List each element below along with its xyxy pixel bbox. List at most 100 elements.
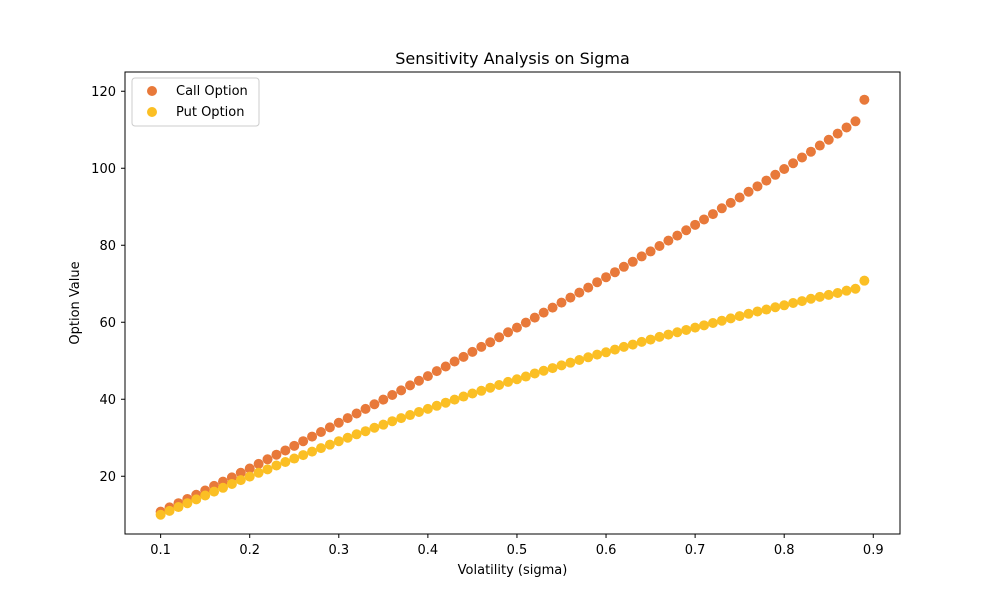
put-option-point: [503, 376, 514, 387]
call-option-point: [494, 332, 505, 343]
put-option-point: [574, 354, 585, 365]
call-option-point: [645, 246, 656, 257]
put-option-point: [672, 327, 683, 338]
call-option-point: [841, 122, 852, 133]
call-option-point: [618, 261, 629, 272]
call-option-point: [752, 181, 763, 192]
plot-area: [124, 71, 901, 535]
put-option-point: [378, 419, 389, 430]
call-option-point: [690, 219, 701, 230]
call-option-point: [672, 230, 683, 241]
x-tick-label: 0.4: [418, 543, 439, 558]
put-option-point: [681, 324, 692, 335]
put-option-point: [289, 453, 300, 464]
y-axis: 20 40 60 80 100 120: [91, 85, 125, 485]
call-option-point: [859, 94, 870, 105]
legend-marker-call-option: [147, 86, 157, 96]
put-option-point: [761, 304, 772, 315]
y-axis-label: Option Value: [68, 261, 83, 344]
put-option-point: [583, 352, 594, 363]
call-option-point: [520, 317, 531, 328]
put-option-point: [262, 464, 273, 475]
put-option-point: [298, 450, 309, 461]
x-tick-label: 0.1: [150, 543, 171, 558]
call-option-point: [387, 390, 398, 401]
put-option-point: [280, 457, 291, 468]
call-option-point: [636, 251, 647, 262]
call-option-point: [449, 356, 460, 367]
call-option-point: [823, 134, 834, 145]
put-option-point: [387, 416, 398, 427]
x-tick-label: 0.9: [863, 543, 884, 558]
call-option-point: [396, 385, 407, 396]
call-option-point: [280, 445, 291, 456]
put-option-point: [788, 298, 799, 308]
call-option-point: [654, 241, 665, 252]
put-option-point: [770, 302, 781, 313]
call-option-point: [779, 164, 790, 175]
call-option-point: [832, 128, 843, 139]
put-option-point: [217, 482, 228, 493]
put-option-point: [182, 498, 193, 509]
call-option-point: [458, 351, 469, 362]
put-option-point: [191, 494, 202, 505]
y-tick-label: 20: [99, 470, 116, 485]
x-tick-label: 0.2: [239, 543, 260, 558]
put-option-point: [779, 300, 790, 311]
plot-frame: [124, 71, 901, 535]
call-option-point: [797, 152, 808, 163]
call-option-point: [743, 186, 754, 197]
call-option-point: [699, 214, 710, 225]
put-option-point: [422, 403, 433, 414]
call-option-point: [333, 417, 344, 428]
call-option-point: [378, 394, 389, 405]
call-option-point: [315, 426, 326, 437]
put-option-point: [859, 275, 870, 286]
put-option-point: [307, 446, 318, 457]
call-option-point: [485, 337, 496, 348]
call-option-point: [592, 277, 603, 288]
put-option-point: [556, 360, 567, 371]
put-option-point: [494, 380, 505, 391]
call-option-point: [565, 292, 576, 303]
put-option-point: [707, 318, 718, 329]
x-tick-label: 0.5: [507, 543, 528, 558]
legend: Call Option Put Option: [131, 77, 260, 127]
put-option-point: [209, 486, 220, 497]
call-option-point: [583, 282, 594, 293]
put-option-point: [716, 315, 727, 326]
x-axis: 0.1 0.2 0.3 0.4 0.5 0.6 0.7 0.8 0.9: [150, 534, 884, 558]
put-option-point: [645, 334, 656, 345]
put-option-point: [431, 400, 442, 411]
put-option-point: [663, 329, 674, 340]
put-option-point: [752, 306, 763, 317]
call-option-point: [307, 431, 318, 442]
put-option-point: [797, 296, 808, 307]
call-option-point: [681, 225, 692, 236]
put-option-point: [850, 283, 861, 294]
put-option-point: [200, 490, 211, 501]
x-axis-label: Volatility (sigma): [458, 563, 568, 578]
put-option-point: [476, 385, 487, 396]
call-option-point: [467, 346, 478, 357]
y-tick-label: 100: [91, 162, 116, 177]
put-option-point: [520, 371, 531, 382]
put-option-point: [458, 391, 469, 402]
put-option-point: [369, 422, 380, 433]
call-option-point: [574, 287, 585, 298]
put-option-point: [609, 344, 620, 355]
call-option-point: [476, 341, 487, 352]
x-tick-label: 0.8: [774, 543, 795, 558]
call-option-point: [734, 192, 745, 203]
legend-label-call-option: Call Option: [176, 84, 248, 99]
y-tick-label: 80: [99, 239, 116, 254]
put-option-point: [413, 406, 424, 417]
call-option-point: [529, 312, 540, 323]
put-option-point: [235, 475, 246, 486]
x-tick-label: 0.7: [685, 543, 706, 558]
call-option-point: [788, 158, 799, 169]
call-option-point: [271, 449, 282, 460]
call-option-point: [298, 436, 309, 447]
call-option-point: [556, 297, 567, 308]
put-option-point: [467, 388, 478, 399]
